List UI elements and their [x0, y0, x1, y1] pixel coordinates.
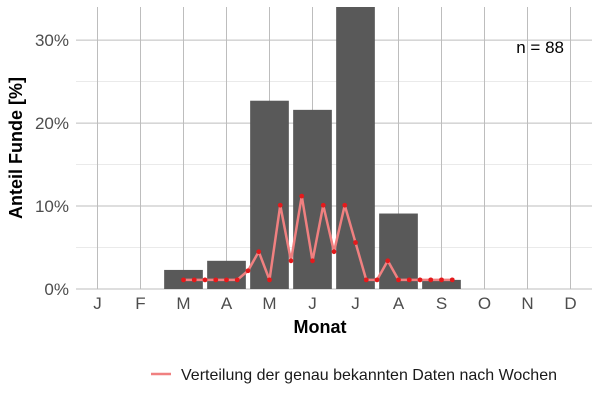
legend-label: Verteilung der genau bekannten Daten nac… [181, 367, 557, 384]
data-point [374, 277, 380, 283]
data-point [191, 277, 197, 283]
y-tick-label: 0% [44, 280, 69, 299]
x-tick-label: A [221, 294, 233, 313]
x-tick-label: O [478, 294, 491, 313]
y-axis-title: Anteil Funde [%] [6, 77, 26, 219]
x-tick-label: S [436, 294, 447, 313]
data-point [417, 277, 423, 283]
data-point [353, 240, 358, 245]
x-tick-label: D [564, 294, 576, 313]
data-point [288, 258, 294, 264]
data-point [406, 277, 412, 283]
data-point [331, 249, 337, 255]
bar [422, 279, 461, 289]
data-point [245, 268, 251, 274]
x-tick-label: F [135, 294, 145, 313]
data-point [299, 193, 305, 199]
data-point [320, 202, 326, 208]
tick-labels: 0% 10% 20% 30% J F M A M J J A S O N D [35, 31, 577, 313]
x-tick-label: M [262, 294, 276, 313]
bar [379, 213, 418, 289]
data-point [202, 277, 208, 283]
bar [207, 260, 246, 289]
data-point [310, 258, 315, 264]
y-tick-label: 20% [35, 114, 69, 133]
x-axis-title: Monat [294, 317, 347, 337]
y-tick-label: 30% [35, 31, 69, 50]
data-point [385, 258, 391, 264]
data-point [428, 277, 434, 283]
data-point [256, 249, 262, 255]
bar [250, 100, 289, 289]
data-point [396, 277, 401, 283]
data-point [181, 277, 186, 283]
sample-size-annotation: n = 88 [516, 38, 564, 57]
x-tick-label: N [521, 294, 533, 313]
x-tick-label: M [176, 294, 190, 313]
x-tick-label: A [393, 294, 405, 313]
data-point [267, 277, 272, 283]
data-point [363, 277, 369, 283]
x-tick-label: J [308, 294, 317, 313]
data-point [342, 202, 348, 208]
x-tick-label: J [93, 294, 102, 313]
data-point [277, 202, 283, 208]
data-point [439, 277, 444, 283]
data-point [234, 277, 240, 283]
data-point [224, 277, 229, 283]
data-point [449, 277, 455, 283]
x-tick-label: J [351, 294, 360, 313]
y-tick-label: 10% [35, 197, 69, 216]
week-points [181, 193, 455, 283]
data-point [213, 277, 219, 283]
legend: Verteilung der genau bekannten Daten nac… [151, 367, 557, 384]
